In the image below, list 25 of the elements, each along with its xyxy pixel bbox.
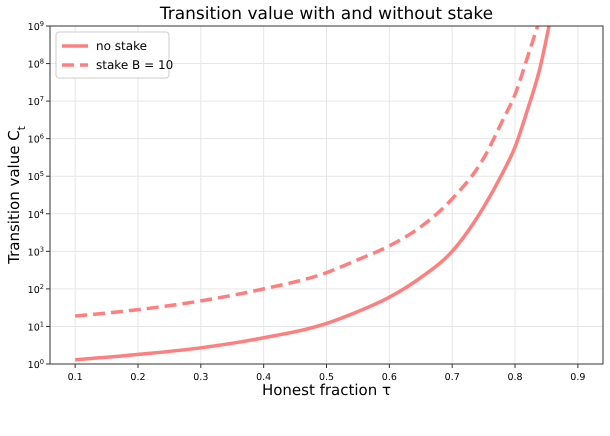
x-tick-label: 0.4 [256, 372, 272, 383]
x-tick-label: 0.2 [130, 372, 146, 383]
y-tick-label: 10$^{4}$ [28, 208, 44, 221]
legend-label: stake B = 10 [96, 58, 174, 72]
legend-label: no stake [96, 39, 147, 53]
x-tick-label: 0.9 [570, 372, 586, 383]
y-tick-label: 10$^{6}$ [28, 132, 44, 146]
y-tick-label: 10$^{1}$ [28, 320, 44, 334]
x-tick-label: 0.6 [382, 372, 397, 383]
x-tick-label: 0.7 [444, 372, 460, 383]
y-tick-label: 10$^{8}$ [28, 58, 44, 71]
y-tick-label: 10$^{5}$ [28, 170, 44, 184]
y-tick-label: 10$^{9}$ [28, 20, 44, 33]
x-tick-label: 0.5 [318, 372, 334, 383]
y-tick-label: 10$^{3}$ [28, 245, 44, 258]
x-tick-label: 0.1 [68, 372, 83, 383]
line-series [73, 26, 540, 318]
y-tick-label: 10$^{2}$ [28, 282, 44, 296]
chart-title: Transition value with and without stake [158, 4, 494, 24]
y-tick-label: 10$^{7}$ [28, 95, 44, 108]
x-tick-label: 0.3 [193, 372, 208, 383]
x-tick-label: 0.8 [507, 372, 523, 383]
x-axis-title: Honest fraction τ [262, 381, 392, 399]
y-tick-label: 10$^{0}$ [28, 358, 44, 371]
line-series [73, 26, 551, 362]
